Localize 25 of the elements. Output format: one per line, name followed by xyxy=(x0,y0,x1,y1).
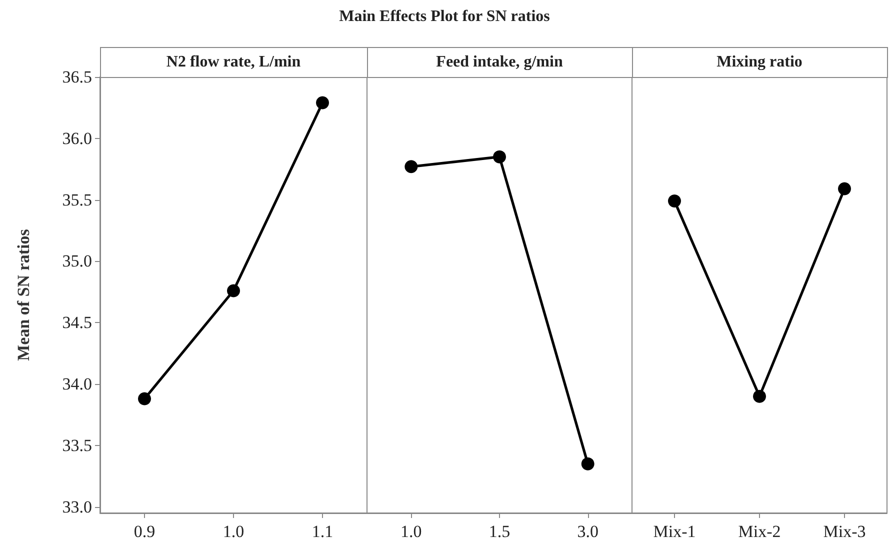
chart-title: Mixing ratio xyxy=(716,54,802,70)
y-axis-title: Mean of SN ratios xyxy=(14,228,33,361)
point xyxy=(138,392,151,406)
y-tick-label: 34.0 xyxy=(62,374,92,394)
x-tick-label: Mix-3 xyxy=(823,522,866,541)
x-tick-label: 1.1 xyxy=(312,522,334,541)
y-tick-label: 34.5 xyxy=(62,313,92,332)
x-tick-label: 1.0 xyxy=(400,522,422,541)
x-tick-label: Mix-2 xyxy=(738,522,781,541)
x-tick-label: 3.0 xyxy=(577,522,598,541)
y-tick-label: 36.5 xyxy=(62,68,92,86)
y-tick-label: 35.5 xyxy=(62,190,92,210)
y-tick-label: 36.0 xyxy=(62,128,92,148)
x-tick-label: Mix-1 xyxy=(653,522,696,541)
x-tick-label: 1.0 xyxy=(222,522,244,541)
point xyxy=(227,284,240,298)
text: Main Effects Plot for SN ratios xyxy=(338,8,551,26)
y-tick-label: 35.0 xyxy=(62,252,92,271)
point xyxy=(316,96,329,110)
y-tick-label: 33.5 xyxy=(62,436,92,455)
x-tick-label: 1.5 xyxy=(488,522,510,541)
x-tick-label: 0.9 xyxy=(134,522,156,541)
chart-title: Feed intake, g/min xyxy=(436,54,563,70)
y-tick-label: 33.0 xyxy=(62,497,92,516)
chart-title: N2 flow rate, L/min xyxy=(166,54,301,70)
